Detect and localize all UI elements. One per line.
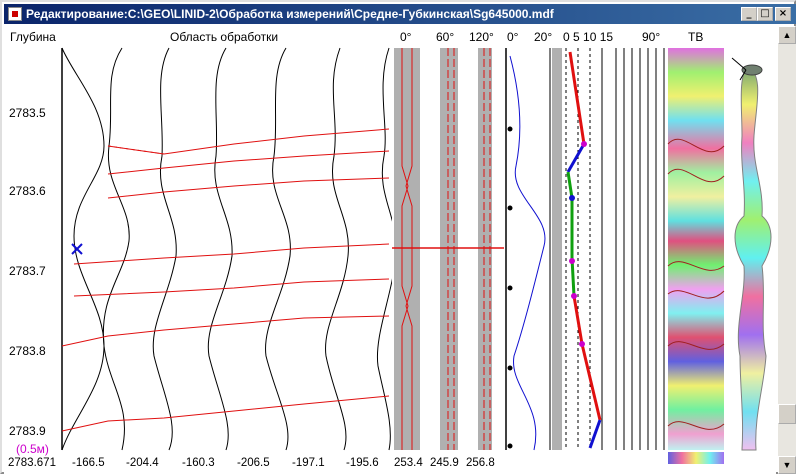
processing-area-header: Область обработки	[170, 30, 279, 44]
core-pointer	[739, 69, 747, 81]
footer-value: 253.4	[394, 457, 423, 469]
depth-header: Глубина	[10, 30, 56, 44]
dip-points	[569, 141, 587, 347]
scrollbar-thumb[interactable]	[778, 404, 796, 424]
maximize-button[interactable]: □	[757, 7, 773, 21]
core-3d-image	[734, 65, 772, 451]
footer-value: -160.3	[182, 457, 215, 469]
scale-20-header: 20°	[534, 30, 553, 44]
angle-0-header: 0°	[400, 30, 412, 44]
scale-numbers-header: 0 5 10 15	[563, 30, 614, 44]
tv-color-legend	[668, 452, 724, 464]
log-tracks[interactable]	[4, 26, 776, 474]
depth-label: 2783.7	[9, 264, 46, 278]
footer-value: -204.4	[126, 457, 159, 469]
angle-60-header: 60°	[436, 30, 455, 44]
footer-value: 256.8	[466, 457, 495, 469]
arrow-down-icon[interactable]: ▼	[778, 456, 796, 474]
scale-label: (0.5м)	[16, 442, 49, 456]
document-icon	[8, 7, 22, 21]
title-bar[interactable]: Редактирование:C:\GEO\LINID-2\Обработка …	[4, 4, 796, 24]
scale-grid	[565, 48, 665, 450]
arrow-up-icon[interactable]: ▲	[778, 26, 796, 44]
footer-value: -206.5	[237, 457, 270, 469]
footer-value: 245.9	[430, 457, 459, 469]
core-pointer	[731, 57, 747, 71]
depth-label: 2783.6	[9, 184, 46, 198]
scale-0-header: 0°	[507, 30, 519, 44]
tv-image-track	[668, 48, 724, 450]
dip-curve	[566, 51, 602, 449]
footer-depth-value: 2783.671	[8, 457, 56, 469]
angle-track	[392, 48, 504, 450]
tv-header: ТВ	[688, 30, 704, 44]
log-view[interactable]: Глубина Область обработки 0° 60° 120° 0°…	[4, 26, 776, 474]
close-button[interactable]: ×	[775, 7, 791, 21]
core-top	[741, 64, 763, 76]
waveform-traces	[61, 47, 397, 451]
pick-lines	[61, 128, 390, 432]
footer-value: -197.1	[292, 457, 325, 469]
angle-120-header: 120°	[469, 30, 494, 44]
footer-value: -166.5	[72, 457, 105, 469]
depth-label: 2783.5	[9, 106, 46, 120]
scale-track	[505, 48, 562, 451]
minimize-button[interactable]: _	[741, 7, 757, 21]
cross-marker-icon[interactable]	[71, 243, 83, 255]
angle-90-header: 90°	[642, 30, 661, 44]
depth-label: 2783.8	[9, 344, 46, 358]
footer-value: -195.6	[346, 457, 379, 469]
tv-sinusoids	[667, 138, 725, 430]
vertical-scrollbar[interactable]: ▲ ▼	[778, 26, 796, 474]
depth-label: 2783.9	[9, 424, 46, 438]
window-title: Редактирование:C:\GEO\LINID-2\Обработка …	[26, 7, 554, 21]
